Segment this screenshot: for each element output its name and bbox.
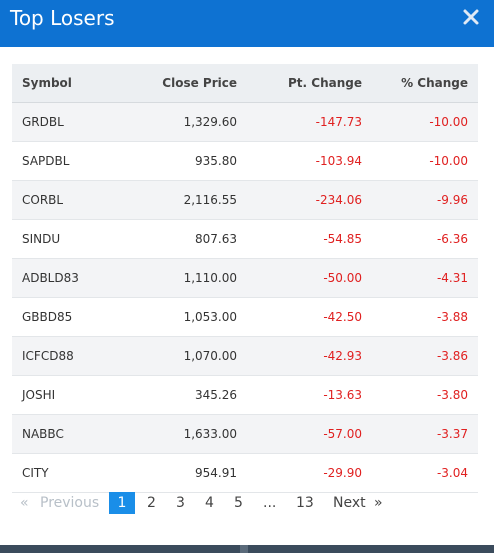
symbol-cell: CORBL (22, 192, 64, 207)
table-row: GBBD85 1,053.00 -42.50 -3.88 (12, 297, 478, 336)
modal-title: Top Losers (10, 6, 115, 30)
close-price-cell: 2,116.55 (183, 192, 237, 207)
pt-change-cell: -42.50 (323, 309, 362, 324)
close-button[interactable] (462, 8, 480, 26)
table-row: SAPDBL 935.80 -103.94 -10.00 (12, 141, 478, 180)
close-price-cell: 954.91 (195, 465, 237, 480)
table-row: NABBC 1,633.00 -57.00 -3.37 (12, 414, 478, 453)
symbol-cell: JOSHI (22, 387, 56, 402)
table-row: GRDBL 1,329.60 -147.73 -10.00 (12, 102, 478, 141)
pt-change-cell: -29.90 (323, 465, 362, 480)
symbol-cell: NABBC (22, 426, 64, 441)
pct-change-cell: -6.36 (436, 231, 468, 246)
page-4-button[interactable]: 4 (205, 495, 214, 511)
background-divider (240, 545, 248, 553)
close-price-cell: 1,329.60 (183, 114, 237, 129)
pt-change-cell: -234.06 (315, 192, 362, 207)
close-price-cell: 1,633.00 (183, 426, 237, 441)
pagination-ellipsis: ... (263, 495, 277, 511)
next-arrow[interactable]: » (374, 495, 383, 511)
page-3-button[interactable]: 3 (176, 495, 185, 511)
pct-change-cell: -3.37 (436, 426, 468, 441)
symbol-cell: SAPDBL (22, 153, 70, 168)
pt-change-cell: -13.63 (323, 387, 362, 402)
previous-button[interactable]: Previous (40, 495, 100, 511)
pct-change-cell: -10.00 (429, 114, 468, 129)
page-13-button[interactable]: 13 (296, 495, 314, 511)
close-price-cell: 935.80 (195, 153, 237, 168)
pct-change-cell: -9.96 (436, 192, 468, 207)
pct-change-cell: -3.88 (436, 309, 468, 324)
pct-change-cell: -10.00 (429, 153, 468, 168)
symbol-cell: ICFCD88 (22, 348, 74, 363)
modal-header: Top Losers (0, 0, 494, 47)
pct-change-cell: -4.31 (436, 270, 468, 285)
column-header-pt-change[interactable]: Pt. Change (247, 64, 372, 103)
close-price-cell: 1,053.00 (183, 309, 237, 324)
close-price-cell: 807.63 (195, 231, 237, 246)
pt-change-cell: -147.73 (315, 114, 362, 129)
table-row: ADBLD83 1,110.00 -50.00 -4.31 (12, 258, 478, 297)
table-header-row: Symbol Close Price Pt. Change % Change (12, 64, 478, 103)
table-row: CORBL 2,116.55 -234.06 -9.96 (12, 180, 478, 219)
table-row: JOSHI 345.26 -13.63 -3.80 (12, 375, 478, 414)
pt-change-cell: -103.94 (315, 153, 362, 168)
pt-change-cell: -42.93 (323, 348, 362, 363)
table-row: CITY 954.91 -29.90 -3.04 (12, 453, 478, 492)
close-price-cell: 1,070.00 (183, 348, 237, 363)
background-page-strip (0, 545, 494, 553)
pt-change-cell: -54.85 (323, 231, 362, 246)
column-header-close-price[interactable]: Close Price (132, 64, 247, 103)
pct-change-cell: -3.80 (436, 387, 468, 402)
next-button[interactable]: Next (333, 495, 366, 511)
symbol-cell: GBBD85 (22, 309, 73, 324)
column-header-symbol[interactable]: Symbol (12, 64, 132, 103)
prev-arrow[interactable]: « (20, 495, 29, 511)
close-icon (463, 9, 479, 25)
symbol-cell: ADBLD83 (22, 270, 79, 285)
pt-change-cell: -50.00 (323, 270, 362, 285)
losers-table: Symbol Close Price Pt. Change % Change G… (12, 64, 478, 493)
table-row: ICFCD88 1,070.00 -42.93 -3.86 (12, 336, 478, 375)
page-1-button[interactable]: 1 (109, 492, 135, 514)
close-price-cell: 345.26 (195, 387, 237, 402)
table-row: SINDU 807.63 -54.85 -6.36 (12, 219, 478, 258)
symbol-cell: GRDBL (22, 114, 64, 129)
pt-change-cell: -57.00 (323, 426, 362, 441)
close-price-cell: 1,110.00 (183, 270, 237, 285)
symbol-cell: SINDU (22, 231, 61, 246)
symbol-cell: CITY (22, 465, 49, 480)
pct-change-cell: -3.04 (436, 465, 468, 480)
column-header-pct-change[interactable]: % Change (372, 64, 478, 103)
losers-table-container: Symbol Close Price Pt. Change % Change G… (12, 64, 478, 493)
page-5-button[interactable]: 5 (234, 495, 243, 511)
pct-change-cell: -3.86 (436, 348, 468, 363)
page-2-button[interactable]: 2 (147, 495, 156, 511)
